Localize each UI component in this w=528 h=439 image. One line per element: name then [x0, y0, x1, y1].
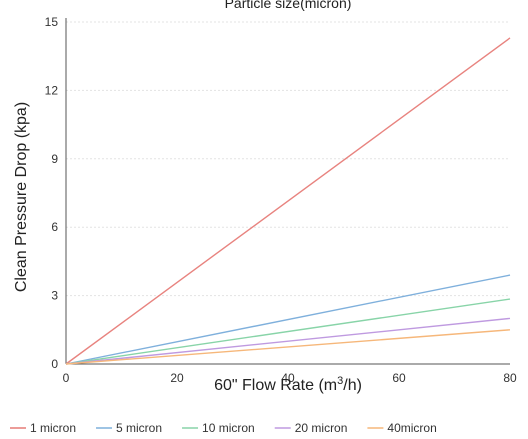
y-tick-label: 0	[51, 357, 58, 371]
series-line	[65, 298, 511, 365]
x-tick-label: 0	[63, 371, 70, 385]
x-axis-title-superscript: 3	[337, 375, 343, 387]
chart-title: Particle size(micron)	[225, 0, 352, 11]
tick-labels: 0 3 6 9 12 15 0 20 40 60 80	[45, 15, 517, 385]
axes	[65, 18, 510, 365]
legend-item: 5 micron	[96, 421, 162, 435]
x-axis-title-end: /h)	[343, 377, 362, 394]
grid-lines	[66, 21, 510, 297]
legend-label: 5 micron	[116, 421, 162, 435]
legend-label: 40micron	[387, 421, 436, 435]
legend-label: 20 micron	[295, 421, 348, 435]
legend-label: 1 micron	[30, 421, 76, 435]
legend: 1 micron 5 micron 10 micron 20 micron 40micr…	[10, 421, 437, 435]
legend-label: 10 micron	[202, 421, 255, 435]
x-tick-label: 40	[281, 371, 295, 385]
y-tick-label: 15	[45, 15, 59, 29]
legend-item: 40micron	[367, 421, 437, 435]
y-tick-label: 3	[51, 289, 58, 303]
series-line	[65, 317, 511, 365]
series-line	[65, 37, 511, 365]
y-tick-label: 9	[51, 152, 58, 166]
y-tick-label: 12	[45, 83, 59, 97]
series-line	[65, 274, 511, 365]
legend-item: 20 micron	[274, 421, 348, 435]
x-axis-title: 60" Flow Rate (m3/h)	[214, 375, 362, 394]
legend-item: 1 micron	[10, 421, 76, 435]
y-axis-title: Clean Pressure Drop (kpa)	[13, 102, 30, 292]
legend-item: 10 micron	[182, 421, 255, 435]
x-tick-label: 60	[392, 371, 406, 385]
series-line	[65, 329, 511, 365]
x-axis-title-main: 60" Flow Rate (m	[214, 377, 337, 394]
y-tick-label: 6	[51, 220, 58, 234]
x-tick-label: 80	[503, 371, 517, 385]
x-tick-label: 20	[170, 371, 184, 385]
series-lines	[65, 37, 511, 365]
